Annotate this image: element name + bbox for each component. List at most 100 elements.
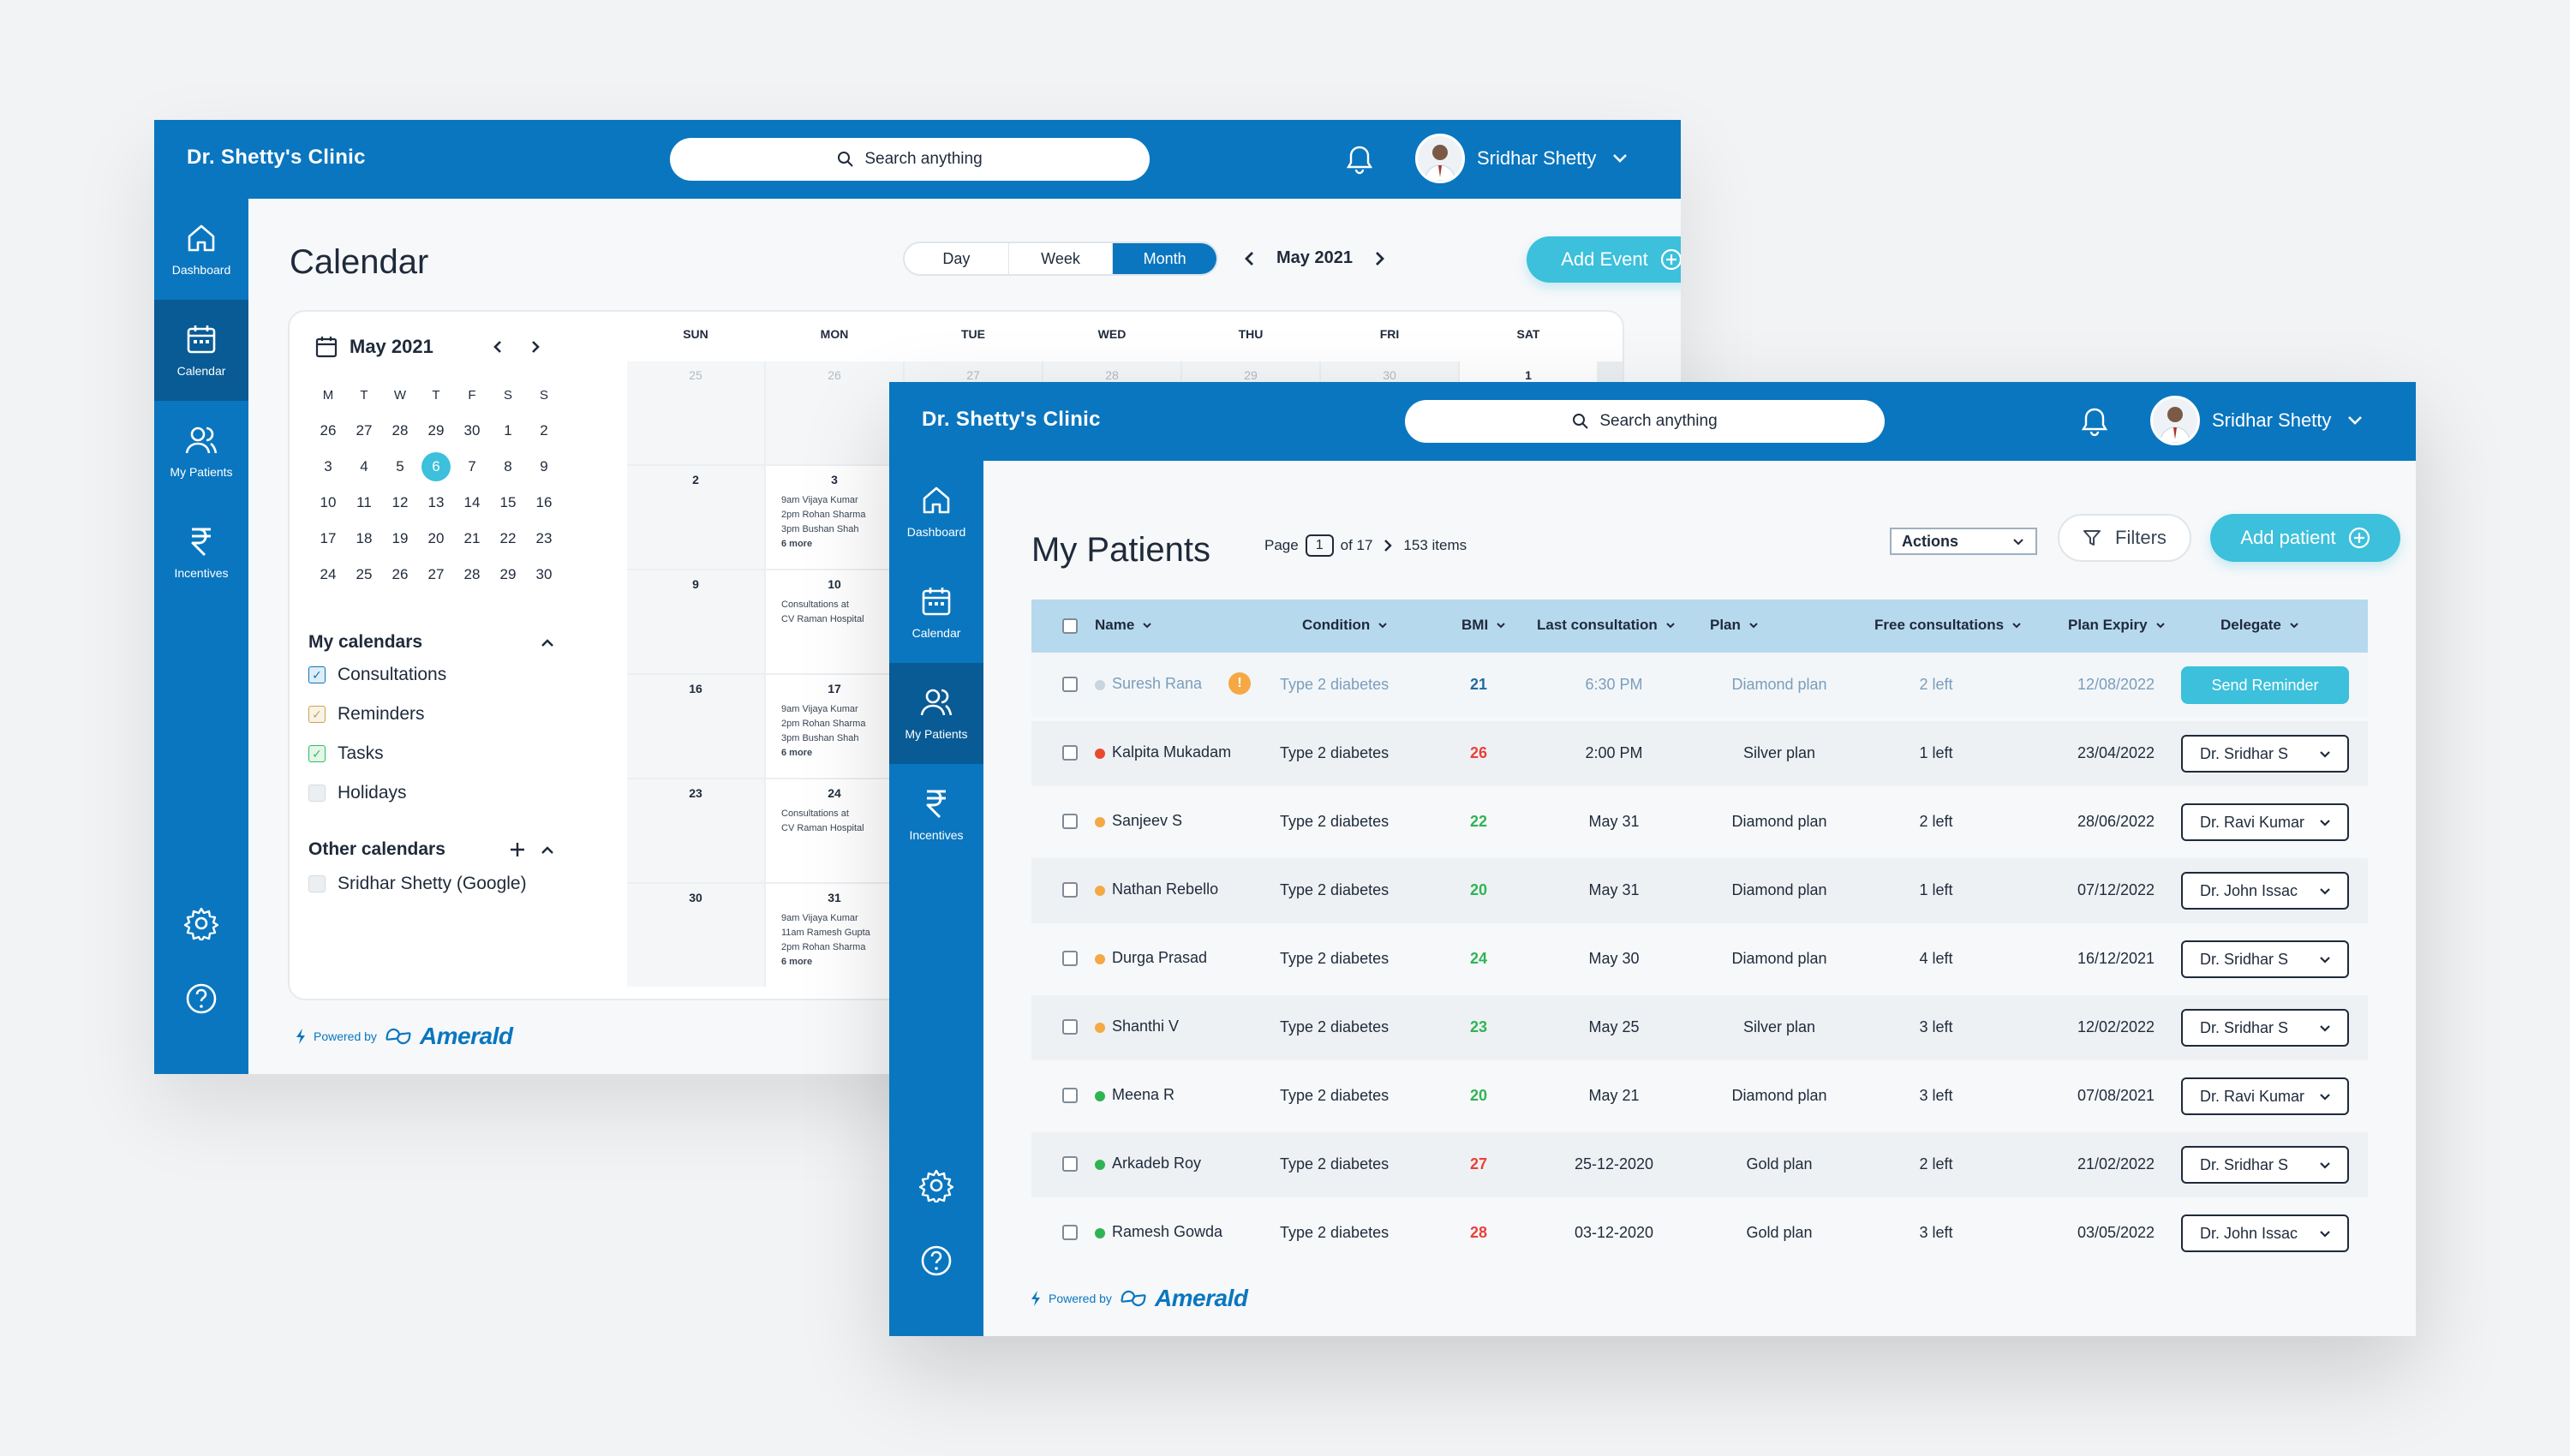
sidebar-item-patients[interactable]: My Patients <box>889 663 983 764</box>
day-cell[interactable]: 30 <box>627 884 764 987</box>
mini-day[interactable]: 1 <box>504 422 512 439</box>
day-cell[interactable]: 10 Consultations at CV Raman Hospital <box>766 570 903 673</box>
calendar-item[interactable]: ✓ Reminders <box>308 704 425 725</box>
gear-icon[interactable] <box>919 1168 953 1202</box>
delegate-select[interactable]: Dr. Sridhar S <box>2181 735 2349 773</box>
event-item[interactable]: 9am Vijaya Kumar <box>781 704 858 714</box>
event-item[interactable]: 3pm Bushan Shah <box>781 733 859 743</box>
mini-day[interactable]: 15 <box>499 494 517 510</box>
day-cell[interactable]: 23 <box>627 779 764 882</box>
delegate-select[interactable]: Dr. Ravi Kumar <box>2181 803 2349 841</box>
day-events[interactable]: 9am Vijaya Kumar 2pm Rohan Sharma 3pm Bush… <box>781 702 865 761</box>
event-item[interactable]: 2pm Rohan Sharma <box>781 510 866 520</box>
mini-day[interactable]: 4 <box>360 458 368 474</box>
patient-name[interactable]: Nathan Rebello <box>1112 880 1219 898</box>
sidebar-item-dashboard[interactable]: Dashboard <box>154 199 248 300</box>
chevron-down-icon[interactable] <box>1495 619 1507 631</box>
user-name[interactable]: Sridhar Shetty <box>2212 409 2332 431</box>
column-header[interactable]: BMI <box>1461 617 1507 634</box>
day-cell[interactable]: 31 9am Vijaya Kumar 11am Ramesh Gupta 2pm R… <box>766 884 903 987</box>
patient-name[interactable]: Arkadeb Roy <box>1112 1155 1202 1172</box>
mini-day[interactable]: 5 <box>396 458 404 474</box>
delegate-select[interactable]: Dr. Sridhar S <box>2181 1146 2349 1184</box>
bell-icon[interactable] <box>1345 144 1374 175</box>
table-row[interactable]: Arkadeb Roy Type 2 diabetes 27 25-12-2020 Go… <box>1031 1132 2368 1197</box>
view-day-button[interactable]: Day <box>905 243 1009 274</box>
day-cell[interactable]: 9 <box>627 570 764 673</box>
table-row[interactable]: Suresh Rana! Type 2 diabetes 21 6:30 PM Diam… <box>1031 653 2368 718</box>
column-header[interactable]: Last consultation <box>1537 617 1676 634</box>
chevron-down-icon[interactable] <box>1377 619 1389 631</box>
mini-day[interactable]: 23 <box>535 530 553 546</box>
chevron-right-icon[interactable] <box>1373 250 1387 267</box>
delegate-select[interactable]: Dr. Sridhar S <box>2181 940 2349 978</box>
mini-day[interactable]: 8 <box>504 458 512 474</box>
chevron-down-icon[interactable] <box>2288 619 2300 631</box>
mini-day[interactable]: 29 <box>499 566 517 582</box>
more-events-link[interactable]: 6 more <box>781 539 813 549</box>
chevron-up-icon[interactable] <box>540 636 555 651</box>
mini-day[interactable]: 19 <box>391 530 409 546</box>
actions-dropdown[interactable]: Actions <box>1890 528 2037 555</box>
mini-day[interactable]: 9 <box>540 458 548 474</box>
delegate-select[interactable]: Dr. John Issac <box>2181 872 2349 910</box>
delegate-select[interactable]: Dr. Ravi Kumar <box>2181 1077 2349 1115</box>
day-events[interactable]: Consultations at CV Raman Hospital <box>781 807 864 836</box>
day-cell[interactable]: 2 <box>627 466 764 569</box>
calendar-item[interactable]: Sridhar Shetty (Google) <box>308 874 527 894</box>
gear-icon[interactable] <box>184 906 218 940</box>
row-checkbox[interactable] <box>1062 1019 1078 1035</box>
filters-button[interactable]: Filters <box>2058 514 2191 562</box>
patient-name[interactable]: Suresh Rana <box>1112 675 1203 692</box>
event-item[interactable]: 2pm Rohan Sharma <box>781 719 866 729</box>
day-cell[interactable]: 3 9am Vijaya Kumar 2pm Rohan Sharma 3pm Bus… <box>766 466 903 569</box>
mini-day[interactable]: 28 <box>391 422 409 439</box>
event-item[interactable]: CV Raman Hospital <box>781 823 864 833</box>
day-cell[interactable]: 24 Consultations at CV Raman Hospital <box>766 779 903 882</box>
mini-day[interactable]: 30 <box>463 422 481 439</box>
plus-icon[interactable] <box>509 841 526 858</box>
mini-day[interactable]: 26 <box>391 566 409 582</box>
mini-day[interactable]: 26 <box>320 422 337 439</box>
view-month-button[interactable]: Month <box>1113 243 1216 274</box>
chevron-right-icon[interactable] <box>529 339 541 355</box>
day-events[interactable]: 9am Vijaya Kumar 11am Ramesh Gupta 2pm Roh… <box>781 911 870 970</box>
avatar[interactable] <box>1415 134 1465 183</box>
chevron-up-icon[interactable] <box>540 843 555 858</box>
delegate-select[interactable]: Dr. Sridhar S <box>2181 1009 2349 1047</box>
more-events-link[interactable]: 6 more <box>781 748 813 758</box>
sidebar-item-incentives[interactable]: Incentives <box>889 764 983 865</box>
patient-name[interactable]: Shanthi V <box>1112 1017 1180 1035</box>
chevron-down-icon[interactable] <box>1141 619 1153 631</box>
column-header[interactable]: Free consultations <box>1874 617 2023 634</box>
column-header[interactable]: Plan <box>1710 617 1760 634</box>
calendar-item[interactable]: ✓ Consultations <box>308 665 446 685</box>
add-event-button[interactable]: Add Event <box>1527 236 1681 283</box>
mini-day[interactable]: 27 <box>427 566 445 582</box>
mini-day[interactable]: 22 <box>499 530 517 546</box>
chevron-down-icon[interactable] <box>1611 149 1629 168</box>
table-row[interactable]: Ramesh Gowda Type 2 diabetes 28 03-12-2020 G… <box>1031 1201 2368 1266</box>
sidebar-item-calendar[interactable]: Calendar <box>154 300 248 401</box>
mini-day[interactable]: 12 <box>391 494 409 510</box>
patient-name[interactable]: Kalpita Mukadam <box>1112 743 1232 761</box>
table-row[interactable]: Durga Prasad Type 2 diabetes 24 May 30 Diamo… <box>1031 927 2368 992</box>
bell-icon[interactable] <box>2080 406 2109 437</box>
patient-name[interactable]: Durga Prasad <box>1112 949 1208 966</box>
sidebar-item-incentives[interactable]: Incentives <box>154 502 248 603</box>
search-bar[interactable]: Search anything <box>670 138 1150 181</box>
chevron-down-icon[interactable] <box>1748 619 1760 631</box>
event-item[interactable]: 2pm Rohan Sharma <box>781 942 866 952</box>
checkbox[interactable] <box>308 875 326 892</box>
row-checkbox[interactable] <box>1062 1225 1078 1240</box>
event-item[interactable]: CV Raman Hospital <box>781 614 864 624</box>
mini-day[interactable]: 17 <box>320 530 337 546</box>
chevron-down-icon[interactable] <box>2346 411 2364 430</box>
chevron-down-icon[interactable] <box>1665 619 1676 631</box>
event-item[interactable]: 9am Vijaya Kumar <box>781 495 858 505</box>
mini-day[interactable]: 20 <box>427 530 445 546</box>
view-week-button[interactable]: Week <box>1009 243 1114 274</box>
sidebar-item-dashboard[interactable]: Dashboard <box>889 461 983 562</box>
mini-day[interactable]: 25 <box>356 566 373 582</box>
mini-day[interactable]: 6 <box>421 452 451 481</box>
